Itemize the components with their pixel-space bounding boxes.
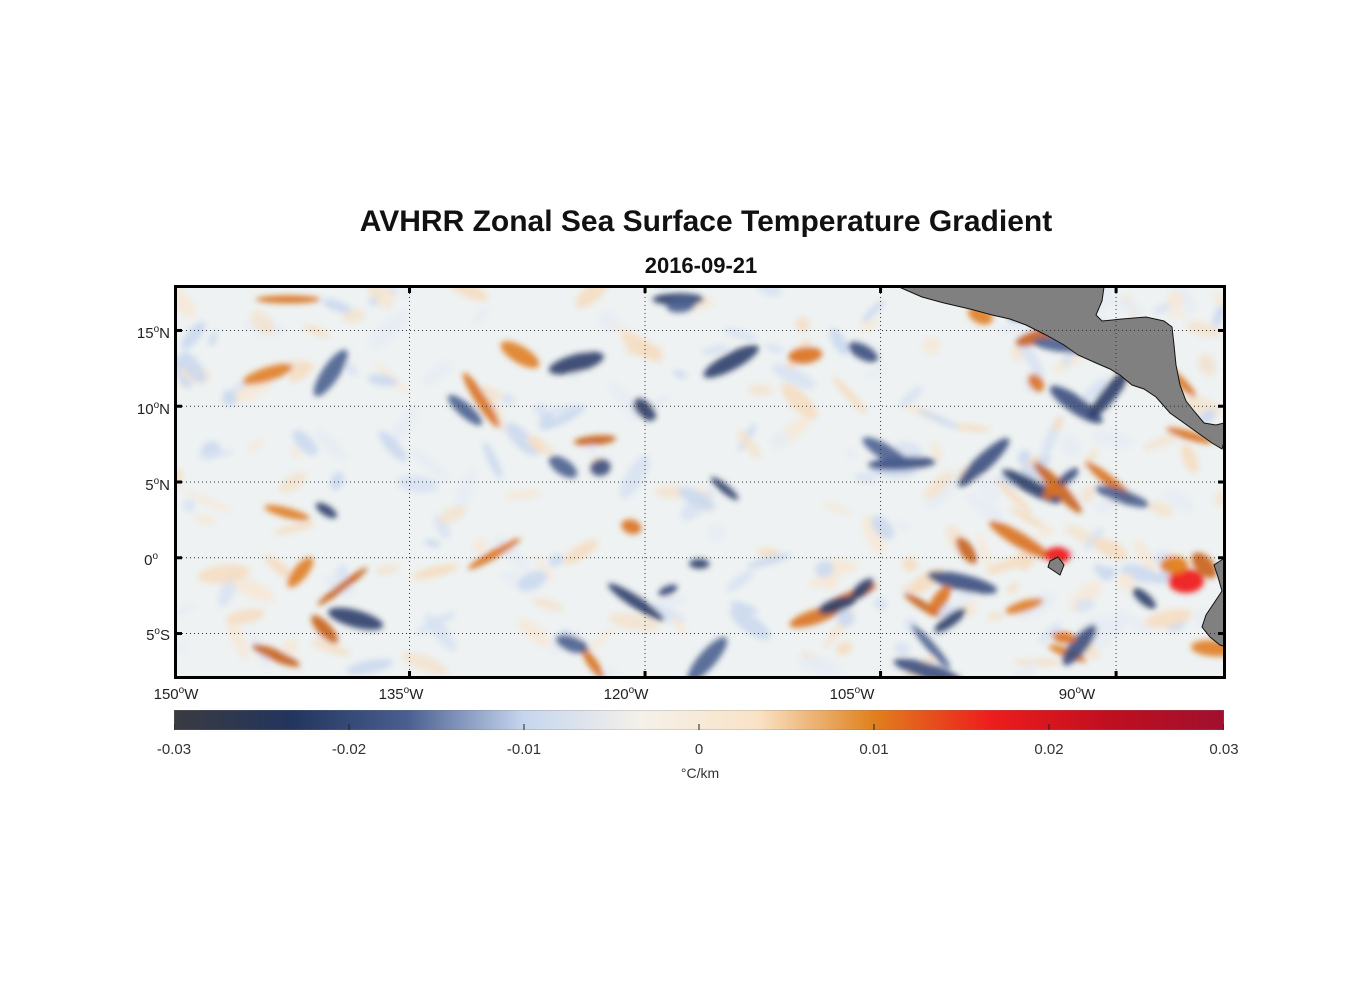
colorbar-unit-label: °C/km <box>680 765 720 781</box>
colorbar-gradient <box>173 709 1225 731</box>
map-plot-area <box>172 285 1226 679</box>
land-masses <box>898 287 1224 647</box>
colorbar-tick-label: 0.01 <box>859 741 889 758</box>
galapagos-land <box>1047 556 1065 576</box>
colorbar <box>173 709 1225 731</box>
map-title: AVHRR Zonal Sea Surface Temperature Grad… <box>359 205 1053 238</box>
gradient-field <box>176 287 1224 677</box>
colorbar-tick-label: -0.02 <box>331 741 367 758</box>
lon-label-135w: 135oW <box>378 685 424 703</box>
lat-label-5s: 5oS <box>146 626 170 644</box>
colorbar-tick-label: -0.01 <box>506 741 542 758</box>
lon-label-90w: 90oW <box>1058 685 1096 703</box>
lat-label-10n: 10oN <box>136 400 170 418</box>
central-america-land <box>898 287 1224 450</box>
lon-label-150w: 150oW <box>153 685 199 703</box>
colorbar-tick-label: -0.03 <box>156 741 192 758</box>
colorbar-tick-label: 0 <box>694 741 704 758</box>
lat-label-0: 0o <box>144 551 158 569</box>
sst-gradient-map <box>172 285 1226 679</box>
colorbar-tick-label: 0.03 <box>1209 741 1239 758</box>
lon-label-105w: 105oW <box>829 685 875 703</box>
lat-label-15n: 15oN <box>136 324 170 342</box>
lat-label-5n: 5oN <box>145 476 170 494</box>
map-subtitle: 2016-09-21 <box>644 253 758 278</box>
colorbar-tick-label: 0.02 <box>1034 741 1064 758</box>
south-america-land <box>1201 557 1224 647</box>
map-gridlines <box>173 285 1226 679</box>
lon-label-120w: 120oW <box>603 685 649 703</box>
map-frame <box>174 285 1226 679</box>
